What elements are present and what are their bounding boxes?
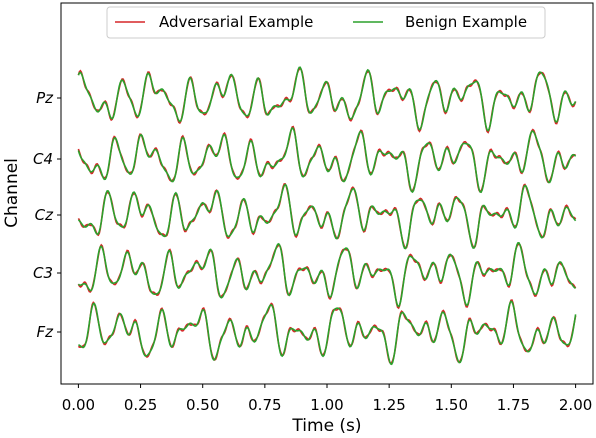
adversarial-trace-fz [77,299,577,365]
benign-trace-fz [78,300,577,366]
plot-frame [60,2,594,385]
x-tick-label: 1.00 [310,396,343,414]
legend-label-adversarial: Adversarial Example [159,13,313,31]
x-tick-label: 0.50 [186,396,219,414]
legend-label-benign: Benign Example [405,13,527,31]
channel-label-c4: C4 [33,150,53,168]
benign-trace-c4 [77,127,577,194]
x-tick-label: 1.75 [497,396,530,414]
channel-axis: Pz C4 Cz C3 Fz [33,89,61,341]
time-axis: 0.00 0.25 0.50 0.75 1.00 1.25 1.50 1.75 2.00 [62,384,592,414]
legend-frame [106,6,546,39]
benign-trace-c3 [77,242,576,308]
x-tick-label: 0.00 [62,396,95,414]
x-axis-title: Time (s) [291,416,361,436]
benign-trace-cz [77,183,577,250]
adversarial-trace-c3 [77,243,577,310]
channel-label-c3: C3 [33,264,53,282]
x-tick-label: 1.50 [435,396,468,414]
channel-label-cz: Cz [35,206,54,224]
x-tick-label: 1.25 [372,396,405,414]
channel-label-fz: Fz [36,323,54,341]
x-tick-label: 0.75 [248,396,281,414]
channel-label-pz: Pz [36,89,54,107]
x-tick-label: 0.25 [124,396,157,414]
y-axis-title: Channel [2,158,22,228]
benign-trace-pz [77,66,577,132]
legend: Adversarial Example Benign Example [106,6,546,39]
adversarial-trace-c4 [77,125,576,193]
x-tick-label: 2.00 [559,396,592,414]
adversarial-trace-pz [77,67,577,134]
signal-traces [77,66,577,366]
